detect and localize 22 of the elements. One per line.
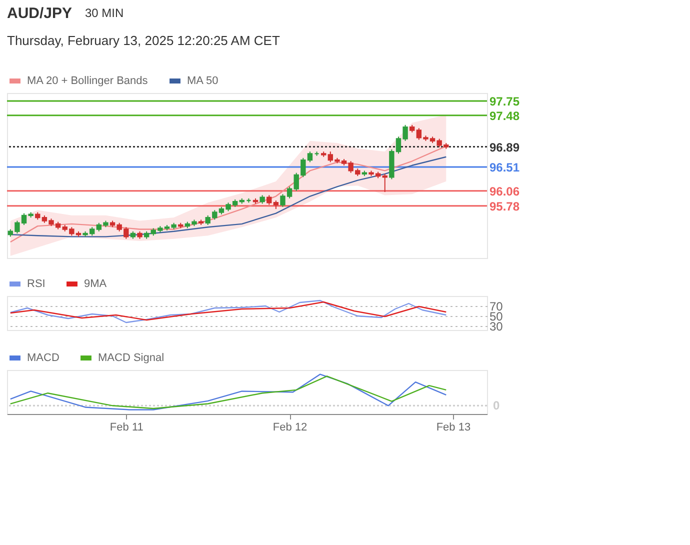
candlestick — [382, 173, 388, 192]
line-series — [10, 146, 447, 243]
chart-subtitle: Thursday, February 13, 2025 12:20:25 AM CET — [7, 33, 280, 48]
y-tick-label: 97.48 — [490, 108, 520, 123]
x-tick-label: Feb 11 — [110, 422, 144, 434]
legend-label: MA 50 — [187, 75, 218, 87]
x-tick-label: Feb 12 — [272, 422, 308, 434]
text: 30 MIN — [85, 6, 124, 20]
candlestick — [266, 194, 272, 206]
y-tick-label: 95.78 — [490, 199, 520, 214]
legend-label: MACD Signal — [98, 352, 164, 364]
y-tick-label: 96.89 — [490, 140, 520, 154]
legend-label: 9MA — [84, 278, 108, 290]
y-tick-label: 96.06 — [490, 184, 520, 198]
legend-label: MA 20 + Bollinger Bands — [27, 75, 148, 87]
y-tick-label: 96.51 — [490, 160, 520, 174]
y-tick-label: 97.75 — [490, 94, 520, 108]
chart-title: AUD/JPY — [7, 5, 72, 22]
line-series — [10, 156, 447, 238]
legend-label: RSI — [27, 278, 46, 290]
legend-label: MACD — [27, 352, 60, 364]
x-tick-label: Feb 13 — [436, 422, 471, 434]
